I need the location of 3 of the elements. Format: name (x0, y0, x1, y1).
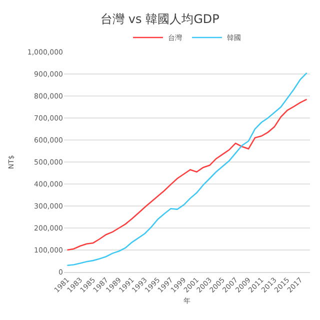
line-series (66, 98, 308, 251)
chart-title: 台灣 vs 韓國人均GDP (100, 12, 220, 26)
line-series (66, 72, 308, 266)
